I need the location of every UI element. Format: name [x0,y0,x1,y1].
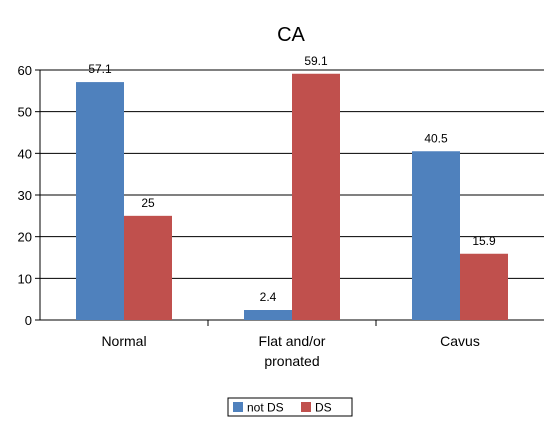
x-category-label-line: Cavus [440,333,480,349]
x-category-label: Cavus [440,333,480,349]
data-label: 40.5 [424,131,448,145]
legend: not DS DS [227,397,353,417]
legend-label: not DS [247,401,284,415]
x-category-label-line: pronated [264,353,319,369]
y-tick-label: 0 [25,313,32,328]
y-tick-label: 20 [18,230,32,245]
data-label: 59.1 [304,54,328,68]
y-tick-label: 30 [18,188,32,203]
bars [76,73,508,320]
bar-ds [292,73,340,320]
y-tick-label: 50 [18,105,32,120]
y-tick-label: 40 [18,146,32,161]
y-tick-label: 10 [18,271,32,286]
x-category-label-line: Flat and/or [259,333,326,349]
chart-title: CA [277,24,305,46]
data-label: 57.1 [88,62,112,76]
bar-not-ds [244,310,292,320]
data-label: 15.9 [472,234,496,248]
x-category-label: Normal [101,333,146,349]
data-label: 25 [141,196,155,210]
bar-ds [460,253,508,320]
legend-swatch [233,402,243,412]
legend-swatch [301,402,311,412]
y-tick-label: 60 [18,63,32,78]
bar-not-ds [412,151,460,320]
legend-label: DS [315,401,332,415]
bar-not-ds [76,82,124,320]
legend-box [227,397,353,417]
data-labels: 57.1 25 2.4 59.1 40.5 15.9 [88,54,496,304]
data-label: 2.4 [260,290,277,304]
x-category-label-line: Normal [101,333,146,349]
x-category-label: Flat and/or pronated [259,333,326,369]
bar-ds [124,215,172,320]
